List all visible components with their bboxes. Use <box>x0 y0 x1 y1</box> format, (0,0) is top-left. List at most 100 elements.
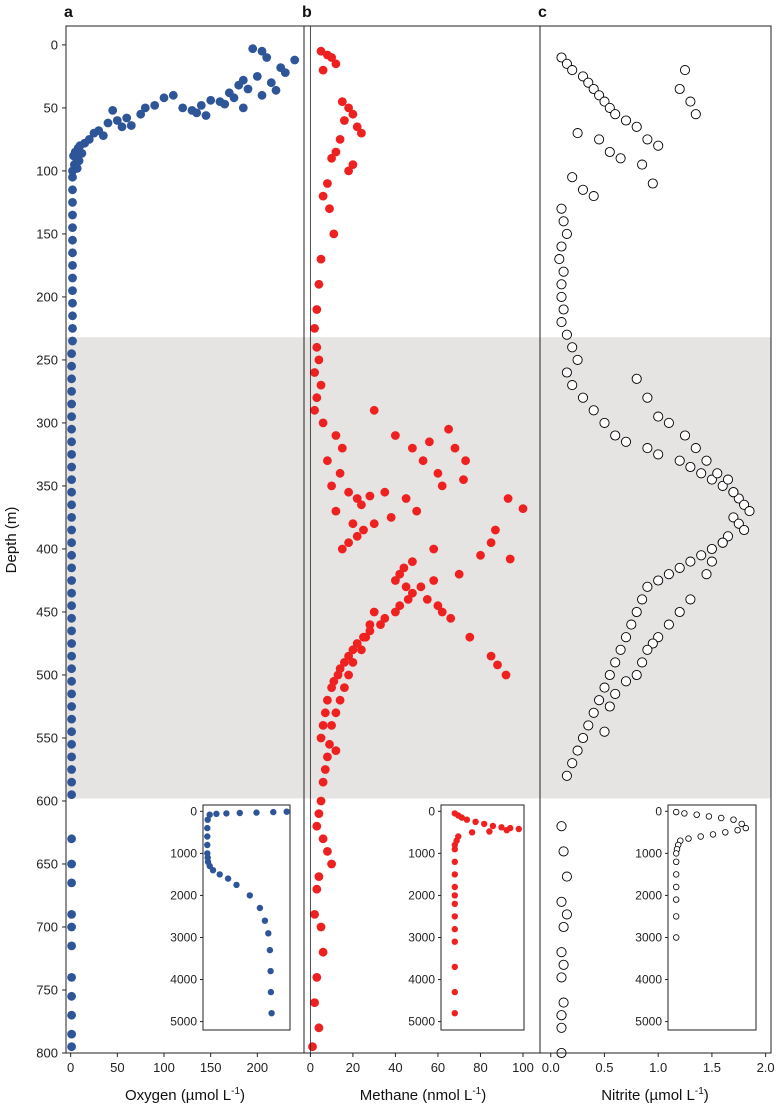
panel-a-profile-point <box>67 374 76 384</box>
panel-b-point <box>365 626 375 636</box>
panel-a-point <box>140 103 150 113</box>
panel-b-point <box>352 639 362 648</box>
panel-c-inset-point <box>673 883 680 891</box>
panel-c-point <box>558 959 569 970</box>
panel-c-point <box>556 279 567 290</box>
panel-a-inset-point <box>270 808 277 816</box>
panel-a-profile-point <box>68 311 77 321</box>
panel-c-point <box>701 569 712 580</box>
panel-a-point <box>220 99 230 109</box>
panel-b-point <box>486 538 496 548</box>
panel-b-inset-point <box>451 913 458 920</box>
panel-b-inset-point <box>451 988 458 996</box>
panel-a-profile-point <box>67 878 76 888</box>
inset-y-tick-label: 1000 <box>170 846 197 860</box>
panel-a-profile-point <box>68 210 77 220</box>
y-tick-label: 350 <box>36 478 58 493</box>
y-tick-label: 50 <box>44 100 58 115</box>
panel-a-profile-point <box>67 525 76 535</box>
panel-a-profile-point <box>67 639 76 648</box>
panel-a-profile-point <box>67 651 76 661</box>
panel-a-profile-point <box>67 450 76 459</box>
panel-c-point <box>604 102 615 113</box>
panel-c-point <box>663 417 674 428</box>
panel-b-point <box>416 582 426 592</box>
inset-y-tick-label: 2000 <box>170 888 197 902</box>
panel-c-point <box>599 682 610 693</box>
panel-b-point <box>331 59 341 69</box>
panel-b-point <box>391 576 400 585</box>
panel-c-point <box>690 109 701 120</box>
panel-c-point <box>647 178 658 189</box>
panel-a-profile-point <box>67 676 76 686</box>
panel-b-point <box>320 765 330 774</box>
panel-c: c 0.0 0.5 1.0 1.5 2.0 Nitrite (µmol L-1) 0 10… <box>538 4 775 1104</box>
panel-b-inset-point <box>515 825 522 833</box>
panel-a-point <box>192 108 202 118</box>
panel-b-point <box>327 53 336 62</box>
panel-b-point <box>314 872 324 881</box>
panel-b-point <box>459 475 468 484</box>
panel-c-point <box>594 134 605 145</box>
panel-b-point <box>333 670 343 680</box>
panel-a-profile-point <box>67 576 76 585</box>
panel-b-point <box>316 380 326 390</box>
panel-a-profile-point <box>67 500 76 510</box>
panel-c-point <box>554 254 565 265</box>
panel-c-point <box>558 921 569 933</box>
panel-a-label: a <box>64 4 73 21</box>
panel-b-point <box>429 544 439 554</box>
panel-b-point <box>401 582 411 592</box>
panel-c-point <box>556 821 567 832</box>
panel-b-point <box>318 721 328 730</box>
panel-a-inset-point <box>268 1010 275 1017</box>
panel-b-point <box>327 481 336 491</box>
panel-a-inset-point <box>267 988 275 996</box>
panel-a-profile-point <box>68 286 77 295</box>
panel-b-point <box>318 65 328 75</box>
panel-b-point <box>312 393 322 403</box>
panel-a-inset-point <box>267 967 274 975</box>
panel-b-point <box>325 204 334 214</box>
panel-c-point <box>631 606 642 618</box>
panel-b-point <box>316 922 326 932</box>
panel-b-inset: 0 1000 2000 3000 4000 5000 <box>408 804 525 1031</box>
panel-b-point <box>433 601 443 611</box>
panel-c-point <box>631 669 642 681</box>
panel-c-point <box>717 537 728 548</box>
panel-c-inset-point <box>705 813 713 820</box>
y-tick-label: 100 <box>36 163 58 178</box>
panel-a-profile-point <box>67 475 76 484</box>
panel-b-label: b <box>302 4 312 21</box>
panel-b-point <box>433 468 443 478</box>
panel-a-profile-point <box>67 714 76 724</box>
panel-a-inset-point <box>204 824 211 832</box>
panel-b-point <box>380 613 390 623</box>
x-tick-label: 20 <box>346 1060 360 1075</box>
panel-b-point <box>337 544 347 554</box>
panel-c-point <box>599 726 610 737</box>
panel-c-point <box>706 543 717 555</box>
panel-c-point <box>696 550 707 561</box>
panel-c-point <box>567 380 578 391</box>
panel-b-point <box>391 607 400 617</box>
x-tick-label: 100 <box>153 1060 175 1075</box>
panel-c-point <box>556 203 567 214</box>
panel-c-point <box>556 317 567 328</box>
inset-y-tick-label: 3000 <box>408 930 435 944</box>
panel-b-point <box>340 683 349 692</box>
panel-c-inset-point <box>742 824 749 832</box>
panel-c-point <box>567 65 578 76</box>
panel-b-point <box>316 733 326 743</box>
panel-a-inset-point <box>265 930 272 937</box>
panel-b-points <box>308 26 528 1053</box>
panel-c-point <box>706 474 717 485</box>
panel-b-point <box>348 160 358 170</box>
panel-c-point <box>610 688 621 699</box>
panel-c-point <box>577 732 589 744</box>
panel-b-point <box>352 494 362 503</box>
panel-c-inset-point <box>718 814 725 822</box>
panel-c-point <box>567 342 578 353</box>
panel-b-point <box>344 670 353 680</box>
panel-c-point <box>642 644 653 655</box>
